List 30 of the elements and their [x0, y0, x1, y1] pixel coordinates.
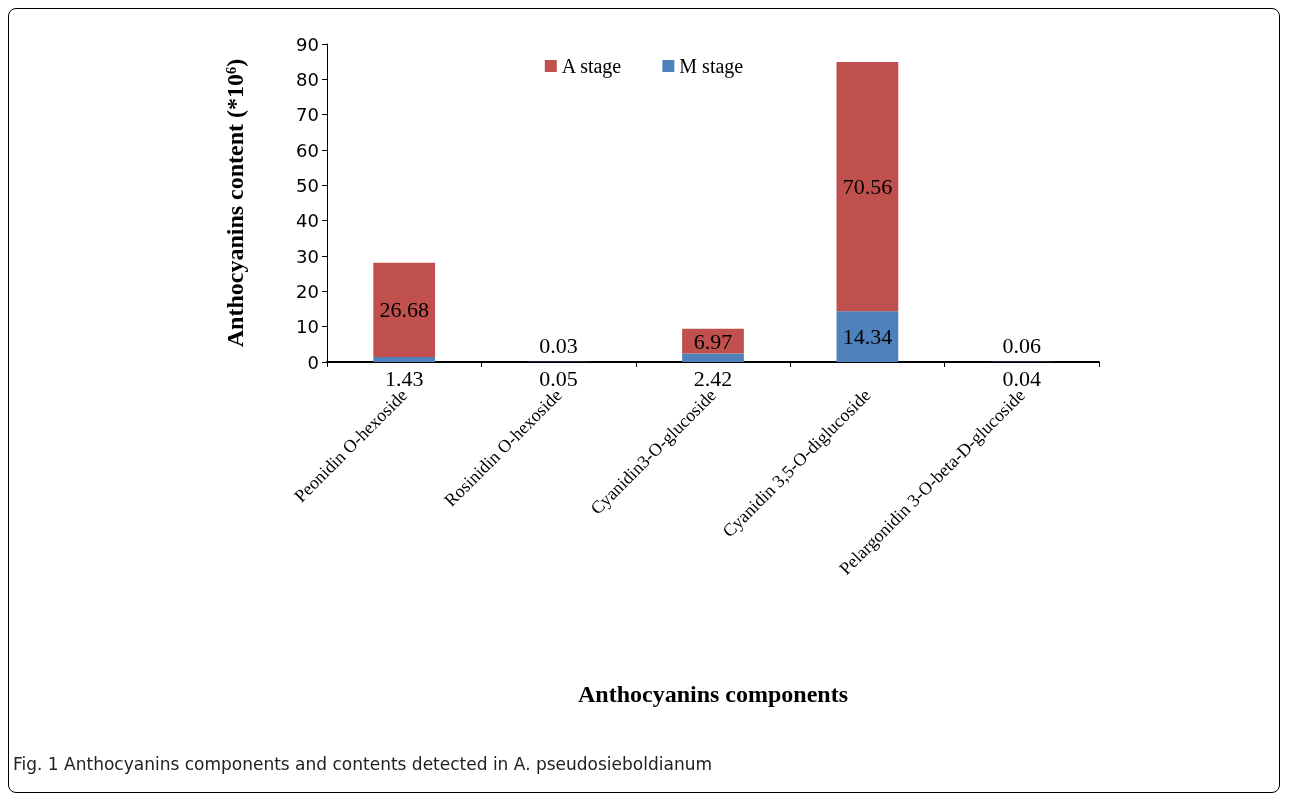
data-label: 6.97 [693, 328, 733, 354]
data-label: 2.42 [693, 365, 733, 391]
data-label: 70.56 [842, 174, 893, 200]
legend-label: A stage [561, 55, 622, 78]
bar [682, 353, 744, 362]
caption: Fig. 1 Anthocyanins components and contents detected in A. pseudosieboldianum [13, 754, 713, 774]
data-label: 0.04 [1002, 365, 1042, 391]
data-label: 26.68 [379, 297, 429, 323]
y-axis-title: Anthocyanins content (*10⁶) [222, 58, 248, 348]
bar [836, 62, 899, 312]
y-tick-label: 50 [296, 174, 319, 196]
legend-label: M stage [679, 55, 744, 78]
y-tick-label: 30 [296, 245, 319, 267]
data-label: 1.43 [384, 365, 424, 391]
y-tick-label: 40 [296, 210, 319, 232]
data-label: 0.05 [539, 365, 578, 391]
data-label: 0.03 [539, 333, 578, 359]
y-tick-label: 0 [307, 351, 319, 373]
y-tick-label: 90 [296, 33, 319, 55]
y-tick-label: 70 [296, 104, 319, 126]
y-tick-label: 80 [296, 68, 319, 90]
bar [373, 356, 436, 362]
data-label: 0.06 [1002, 333, 1042, 359]
bar [373, 262, 436, 357]
y-tick-label: 20 [296, 280, 319, 302]
y-tick-label: 10 [296, 316, 319, 338]
data-label: 14.34 [842, 324, 893, 350]
bar [836, 311, 899, 362]
y-tick-label: 60 [296, 139, 319, 161]
x-axis-title: Anthocyanins components [577, 681, 849, 707]
